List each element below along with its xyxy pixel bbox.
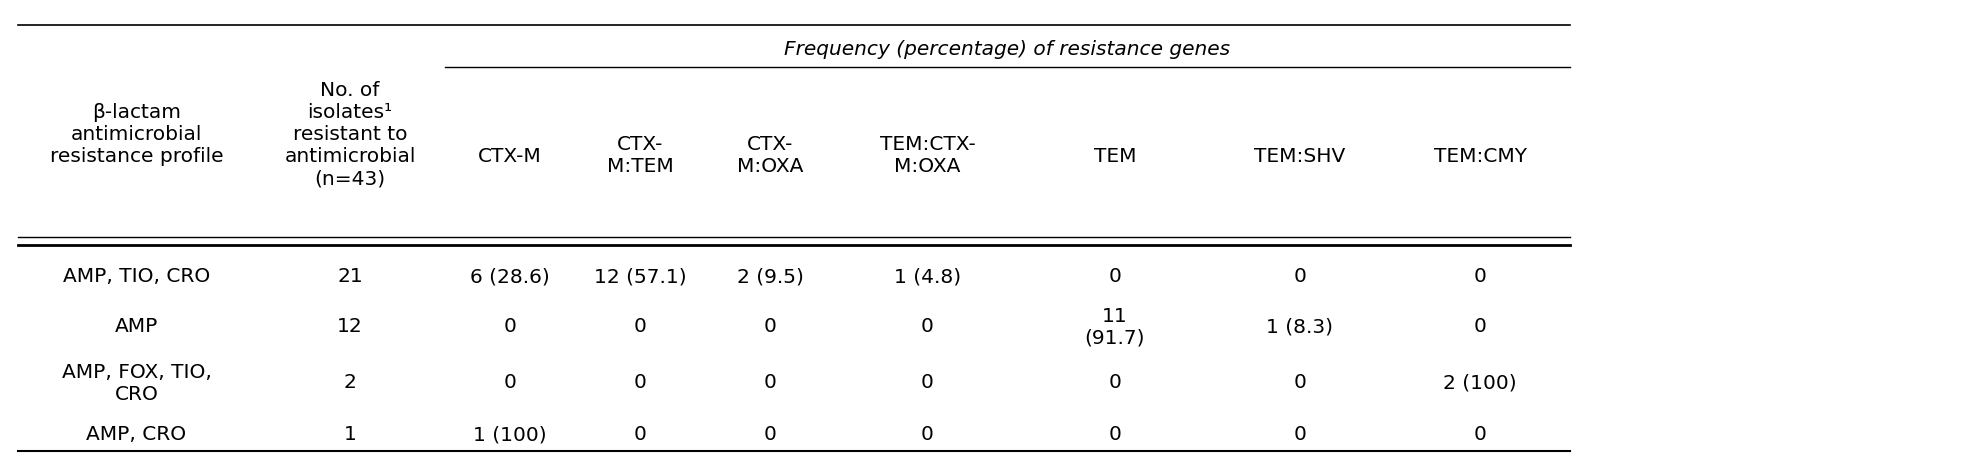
Text: 0: 0 <box>1294 268 1305 287</box>
Text: 0: 0 <box>634 318 646 337</box>
Text: 0: 0 <box>1474 425 1486 445</box>
Text: 12: 12 <box>338 318 364 337</box>
Text: 0: 0 <box>922 374 934 393</box>
Text: 0: 0 <box>1109 268 1121 287</box>
Text: 1 (4.8): 1 (4.8) <box>894 268 962 287</box>
Text: AMP, TIO, CRO: AMP, TIO, CRO <box>64 268 211 287</box>
Text: 0: 0 <box>1109 425 1121 445</box>
Text: 0: 0 <box>634 374 646 393</box>
Text: 2 (9.5): 2 (9.5) <box>737 268 803 287</box>
Text: 0: 0 <box>763 318 777 337</box>
Text: 21: 21 <box>338 268 364 287</box>
Text: 0: 0 <box>1474 268 1486 287</box>
Text: 0: 0 <box>1474 318 1486 337</box>
Text: 12 (57.1): 12 (57.1) <box>594 268 686 287</box>
Text: TEM: TEM <box>1093 147 1137 166</box>
Text: No. of
isolates¹
resistant to
antimicrobial
(n=43): No. of isolates¹ resistant to antimicrob… <box>284 81 415 188</box>
Text: 0: 0 <box>1294 374 1305 393</box>
Text: CTX-
M:TEM: CTX- M:TEM <box>606 136 674 177</box>
Text: CTX-
M:OXA: CTX- M:OXA <box>737 136 803 177</box>
Text: 2: 2 <box>344 374 356 393</box>
Text: 0: 0 <box>503 374 517 393</box>
Text: Frequency (percentage) of resistance genes: Frequency (percentage) of resistance gen… <box>785 40 1230 59</box>
Text: 1: 1 <box>344 425 356 445</box>
Text: 0: 0 <box>922 425 934 445</box>
Text: TEM:CMY: TEM:CMY <box>1433 147 1526 166</box>
Text: 1 (8.3): 1 (8.3) <box>1266 318 1333 337</box>
Text: 2 (100): 2 (100) <box>1443 374 1516 393</box>
Text: 0: 0 <box>1294 425 1305 445</box>
Text: 0: 0 <box>763 374 777 393</box>
Text: AMP, FOX, TIO,
CRO: AMP, FOX, TIO, CRO <box>62 363 211 404</box>
Text: AMP: AMP <box>115 318 159 337</box>
Text: 0: 0 <box>763 425 777 445</box>
Text: 1 (100): 1 (100) <box>473 425 546 445</box>
Text: CTX-M: CTX-M <box>479 147 542 166</box>
Text: 0: 0 <box>1109 374 1121 393</box>
Text: 0: 0 <box>503 318 517 337</box>
Text: 6 (28.6): 6 (28.6) <box>471 268 550 287</box>
Text: β-lactam
antimicrobial
resistance profile: β-lactam antimicrobial resistance profil… <box>50 103 223 167</box>
Text: TEM:CTX-
M:OXA: TEM:CTX- M:OXA <box>880 136 976 177</box>
Text: 0: 0 <box>634 425 646 445</box>
Text: TEM:SHV: TEM:SHV <box>1254 147 1345 166</box>
Text: AMP, CRO: AMP, CRO <box>87 425 187 445</box>
Text: 11
(91.7): 11 (91.7) <box>1085 307 1145 348</box>
Text: 0: 0 <box>922 318 934 337</box>
